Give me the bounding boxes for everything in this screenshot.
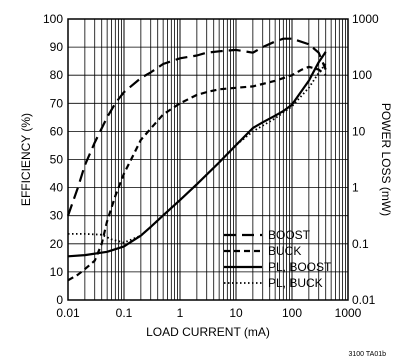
x-tick-label: 0.01: [56, 306, 80, 320]
x-tick-label: 1000: [335, 306, 362, 320]
x-tick-label: 0.1: [116, 306, 133, 320]
y-right-tick-label: 1: [352, 181, 359, 195]
y-left-tick-label: 70: [50, 96, 64, 110]
y-right-tick-label: 100: [352, 68, 372, 82]
series-line-boost: [66, 37, 327, 217]
y-left-tick-label: 20: [50, 237, 64, 251]
series-lines: [66, 37, 327, 282]
y-left-tick-label: 80: [50, 68, 64, 82]
x-tick-label: 1: [177, 306, 184, 320]
series-line-buck: [67, 65, 327, 282]
x-tick-label: 10: [229, 306, 243, 320]
series-line-pl-buck: [68, 63, 327, 244]
series-line-pl-boost: [67, 51, 327, 258]
y-left-tick-label: 90: [50, 40, 64, 54]
y-left-tick-label: 0: [56, 293, 63, 307]
y-right-tick-label: 0.01: [352, 293, 376, 307]
y-left-tick-label: 50: [50, 153, 64, 167]
plot-frame: [67, 18, 349, 301]
y-axis-left-label: EFFICIENCY (%): [19, 113, 33, 206]
x-tick-label: 100: [282, 306, 302, 320]
y-left-tick-label: 40: [50, 181, 64, 195]
y-left-tick-label: 100: [43, 12, 63, 26]
y-left-tick-label: 30: [50, 209, 64, 223]
y-left-tick-label: 60: [50, 124, 64, 138]
y-right-tick-label: 0.1: [352, 237, 369, 251]
legend: BOOST BUCK PL, BOOST PL, BUCK: [224, 228, 332, 290]
y-right-tick-label: 1000: [352, 12, 379, 26]
legend-label-buck: BUCK: [268, 244, 301, 258]
x-axis-label: LOAD CURRENT (mA): [146, 325, 270, 339]
figure-code: 3100 TA01b: [349, 351, 387, 358]
legend-label-boost: BOOST: [268, 228, 311, 242]
y-left-tick-label: 10: [50, 265, 64, 279]
legend-label-pl-boost: PL, BOOST: [268, 260, 332, 274]
grid: [68, 19, 348, 300]
legend-label-pl-buck: PL, BUCK: [268, 276, 323, 290]
tick-labels: 0.01 0.1 1 10 100 100001020304050607080901000…: [43, 12, 379, 320]
y-right-tick-label: 10: [352, 124, 366, 138]
y-axis-right-label: POWER LOSS (mW): [379, 103, 393, 216]
